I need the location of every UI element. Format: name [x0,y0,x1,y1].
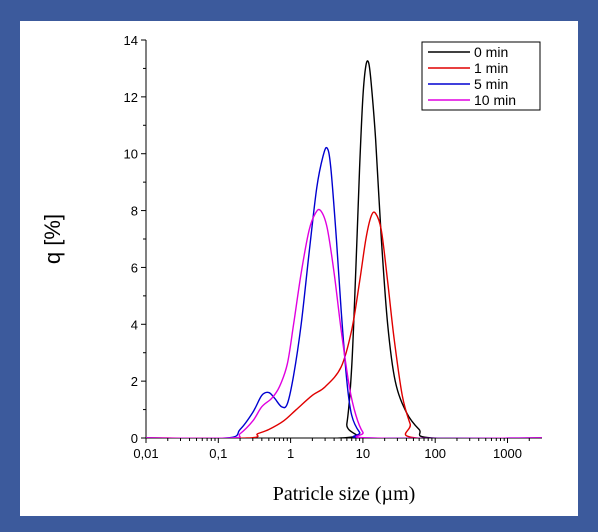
y-tick-label: 0 [131,431,138,446]
legend-label-0-min: 0 min [474,44,508,60]
legend-label-1-min: 1 min [474,60,508,76]
legend-label-5-min: 5 min [474,76,508,92]
series-line-10-min [146,208,542,438]
x-tick-label: 10 [356,446,370,461]
y-tick-label: 10 [124,147,138,162]
x-tick-label: 100 [424,446,446,461]
legend-box [421,41,541,111]
series-layer [146,60,542,438]
y-tick-label: 6 [131,260,138,275]
y-tick-label: 8 [131,204,138,219]
x-axis-title: Patricle size (µm) [273,483,416,505]
x-tick-label: 1 [287,446,294,461]
series-line-5-min [146,146,542,438]
y-tick-label: 14 [124,33,138,48]
x-tick-label: 1000 [493,446,522,461]
label-layer: 0 2 4 6 8 10 12 14 0,01 0,1 1 10 100 1000 q [%] Patricl… [40,33,522,505]
y-axis-title: q [%] [40,214,65,264]
x-tick-label: 0,01 [133,446,158,461]
y-tick-label: 2 [131,374,138,389]
series-line-1-min [146,211,542,438]
legend-label-10-min: 10 min [474,92,516,108]
y-tick-label: 12 [124,90,138,105]
particle-size-chart: 0 2 4 6 8 10 12 14 0,01 0,1 1 10 100 1000 q [%] Patricl… [40,33,542,505]
series-line-0-min [146,60,542,438]
x-tick-label: 0,1 [209,446,227,461]
chart-frame: 0 2 4 6 8 10 12 14 0,01 0,1 1 10 100 1000 q [%] Patricl… [20,21,578,516]
y-tick-label: 4 [131,317,138,332]
